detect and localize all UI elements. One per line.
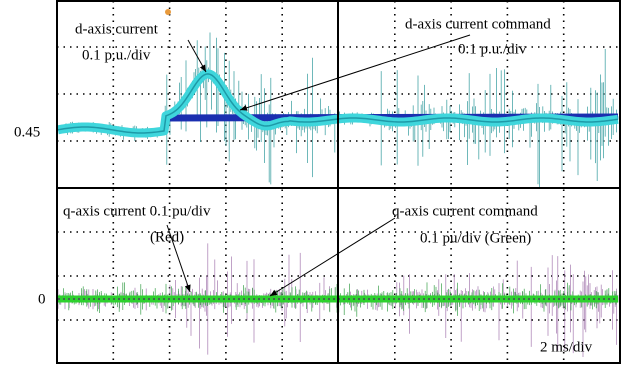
annotation: 0.1 pu/div (Green)	[420, 230, 531, 246]
trigger-marker	[165, 9, 171, 15]
scope-figure: 0.45 0 d-axis current 0.1 p.u./div d-axi…	[0, 0, 623, 374]
annotation: q-axis current 0.1 pu/div	[63, 203, 211, 219]
level-label: 0	[38, 291, 46, 307]
level-label: 0.45	[14, 124, 40, 140]
arrow	[240, 35, 470, 110]
annotation: d-axis current	[75, 21, 159, 37]
annotation: 0.1 p.u./div	[458, 41, 527, 57]
annotation: (Red)	[150, 229, 184, 245]
annotation: q-axis current command	[392, 203, 538, 219]
time-scale-label: 2 ms/div	[540, 339, 593, 355]
annotation: d-axis current command	[405, 16, 551, 32]
annotation: 0.1 p.u./div	[82, 47, 151, 63]
